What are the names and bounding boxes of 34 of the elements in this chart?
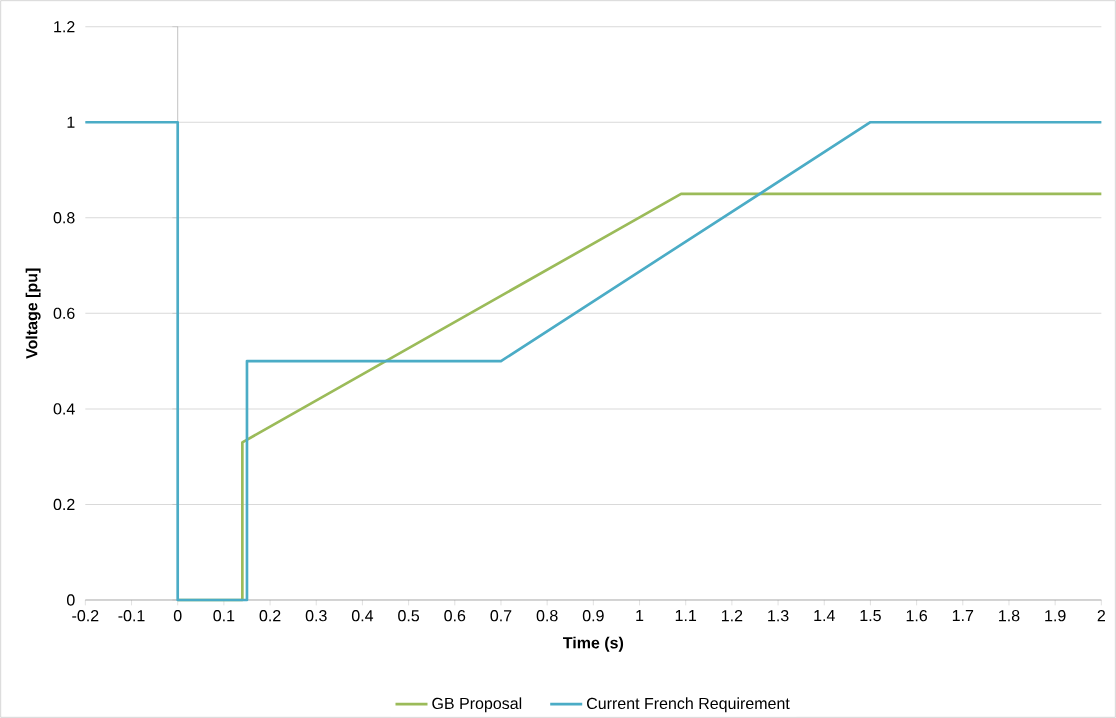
- x-tick-label: 0.9: [582, 610, 604, 622]
- y-axis-title: Voltage [pu]: [25, 268, 41, 359]
- x-tick-label: 0.8: [536, 610, 558, 622]
- x-tick-label: 1.8: [999, 610, 1020, 622]
- x-tick-label: 1.1: [675, 610, 697, 622]
- x-tick-label: 1: [636, 610, 644, 622]
- y-tick-label: 1.2: [54, 21, 75, 33]
- x-tick-label: 1.2: [721, 610, 743, 622]
- x-tick-label: 0: [173, 610, 182, 622]
- x-axis-title: Time (s): [563, 636, 624, 652]
- y-tick-label: 0.8: [53, 212, 75, 224]
- x-tick-label: 0.3: [305, 610, 327, 622]
- x-tick-label: 2: [1097, 610, 1105, 622]
- x-tick-label: 1.4: [814, 610, 835, 622]
- x-tick-label: 0.6: [444, 610, 466, 622]
- x-tick-label: 0.2: [259, 610, 281, 622]
- x-tick-label: 0.5: [398, 610, 420, 622]
- legend-label: GB Proposal: [432, 697, 522, 713]
- x-tick-label: 1.7: [952, 610, 974, 622]
- y-tick-label: 0.2: [53, 498, 75, 511]
- x-tick-label: 1.6: [906, 610, 928, 622]
- x-tick-label: -0.1: [118, 610, 145, 622]
- x-tick-label: 0.1: [213, 610, 235, 622]
- x-tick-label: -0.2: [72, 610, 99, 622]
- y-tick-label: 1: [67, 116, 75, 128]
- x-tick-label: 1.5: [860, 610, 881, 622]
- y-tick-label: 0: [66, 594, 75, 606]
- x-tick-label: 1.9: [1045, 610, 1066, 622]
- x-tick-label: 0.4: [351, 610, 374, 622]
- x-tick-label: 1.3: [768, 610, 789, 622]
- x-tick-label: 0.7: [490, 610, 512, 622]
- y-tick-label: 0.6: [53, 307, 75, 319]
- legend-label: Current French Requirement: [587, 697, 790, 713]
- y-tick-label: 0.4: [53, 403, 75, 415]
